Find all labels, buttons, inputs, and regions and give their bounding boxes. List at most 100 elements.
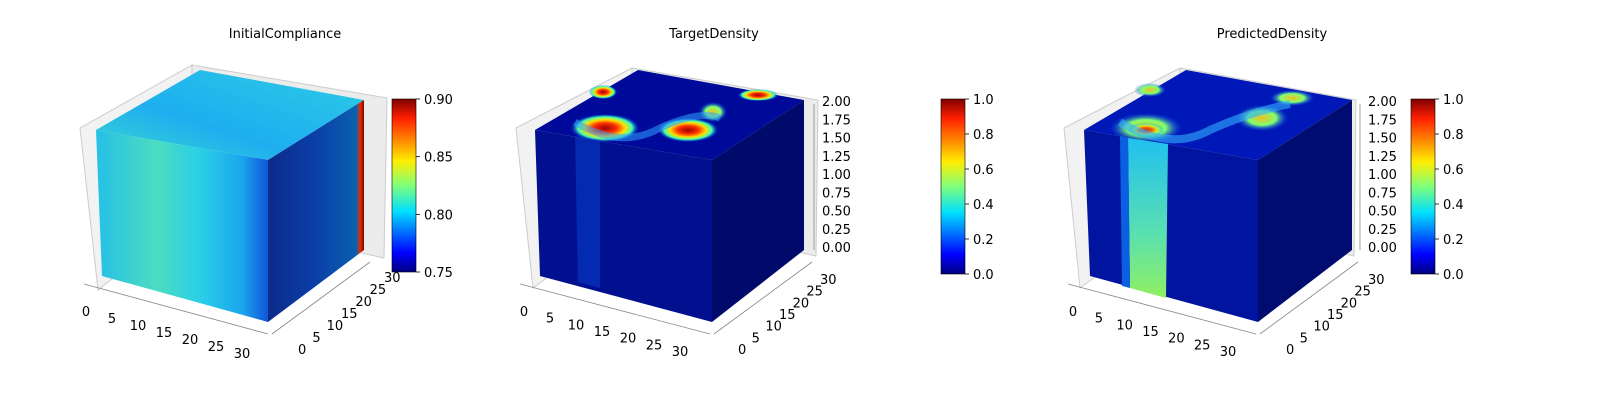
tick-label: 0.25: [822, 223, 851, 238]
colorbar-tick-label: 0.90: [424, 93, 453, 108]
tick-label: 30: [672, 345, 689, 360]
tick-label: 10: [1313, 320, 1330, 335]
cube-side-face: [268, 100, 364, 322]
tick-label: 25: [646, 338, 663, 353]
tick-label: 0: [82, 305, 90, 320]
tick-label: 5: [312, 331, 320, 346]
density-ring: [1117, 100, 1291, 144]
tick-label: 20: [793, 296, 810, 311]
panel-predicted-density: PredictedDensity 0.000.250.500.751.001.2…: [1063, 27, 1464, 360]
tick-label: 20: [1341, 296, 1358, 311]
tick-label: 0: [298, 343, 306, 358]
colorbar: 0.75 0.80 0.85 0.90: [391, 93, 453, 281]
tick-label: 5: [1095, 312, 1103, 327]
tick-label: 1.00: [1368, 168, 1397, 183]
tick-label: 30: [1220, 345, 1237, 360]
x-axis: 0 5 10 15 20 25 30: [1067, 283, 1257, 360]
colorbar-tick-label: 1.0: [973, 93, 994, 108]
y-axis-line: [271, 261, 371, 335]
tick-label: 25: [806, 285, 823, 300]
hotspot: [1134, 83, 1166, 97]
colorbar-tick-label: 0.8: [973, 128, 994, 143]
cube-side-face: [1258, 100, 1352, 322]
tick-label: 10: [327, 319, 344, 334]
z-axis: 0.00 0.25 0.50 0.75 1.00 1.25 1.50 1.75 2.00: [1359, 95, 1397, 256]
colorbar-tick-label: 0.2: [973, 233, 994, 248]
y-axis-line: [713, 261, 813, 335]
tick-label: 10: [1116, 318, 1133, 333]
cube-front-face: [1084, 130, 1258, 322]
colorbar-tick-label: 1.0: [1443, 93, 1464, 108]
tick-label: 10: [765, 320, 782, 335]
colorbar-tick-label: 0.80: [424, 208, 453, 223]
tick-label: 1.50: [822, 132, 851, 147]
tick-label: 30: [384, 271, 401, 286]
tick-label: 0: [738, 343, 746, 358]
colorbar-tick-label: 0.75: [424, 266, 453, 281]
tick-label: 25: [1194, 338, 1211, 353]
cube-side-face: [712, 100, 804, 322]
panel-title: InitialCompliance: [229, 27, 342, 42]
tick-label: 0.50: [822, 205, 851, 220]
tick-label: 10: [568, 318, 585, 333]
tick-label: 2.00: [822, 95, 851, 110]
tick-label: 0.00: [1368, 241, 1397, 256]
tick-label: 15: [779, 308, 796, 323]
y-axis-line: [1259, 261, 1359, 335]
front-column-edge: [1120, 136, 1130, 288]
colorbar-tick-label: 0.6: [973, 163, 994, 178]
colorbar: 0.0 0.2 0.4 0.6 0.8 1.0: [1410, 93, 1464, 283]
tick-label: 0: [1286, 343, 1294, 358]
colorbar-tick-label: 0.85: [424, 151, 453, 166]
tick-label: 5: [546, 312, 554, 327]
tick-label: 30: [1368, 273, 1385, 288]
cube-top-face: [96, 70, 364, 160]
tick-label: 1.75: [822, 113, 851, 128]
front-column: [1128, 138, 1168, 298]
panel-initial-compliance: InitialCompliance 0 5 10 15 20 25 30 051015202…: [79, 27, 453, 362]
tick-label: 1.25: [822, 150, 851, 165]
x-axis-line: [1067, 283, 1257, 335]
hotspot: [589, 85, 617, 99]
colorbar-tick-label: 0.2: [1443, 233, 1464, 248]
colorbar-tick-label: 0.4: [973, 198, 994, 213]
colorbar-bar: [391, 98, 417, 273]
cube-front-face: [96, 130, 268, 322]
tick-label: 20: [1168, 332, 1185, 347]
tick-label: 25: [370, 283, 387, 298]
density-ring: [573, 112, 722, 142]
tick-label: 0.75: [822, 186, 851, 201]
panel-title: TargetDensity: [668, 27, 759, 42]
panel-target-density: TargetDensity 0.000.250.500.751.001.251.…: [515, 27, 994, 360]
tick-label: 0: [1069, 305, 1077, 320]
tick-label: 1.25: [1368, 150, 1397, 165]
tick-label: 25: [1354, 285, 1371, 300]
tick-label: 2.00: [1368, 95, 1397, 110]
tick-label: 1.75: [1368, 113, 1397, 128]
tick-label: 15: [341, 307, 358, 322]
x-axis: 0 5 10 15 20 25 30: [520, 283, 711, 360]
z-axis: 0.00 0.25 0.50 0.75 1.00 1.25 1.50 1.75 2.00: [813, 95, 851, 256]
colorbar-bar: [1410, 98, 1436, 275]
colorbar-tick-label: 0.0: [1443, 268, 1464, 283]
tick-label: 15: [1142, 325, 1159, 340]
tick-label: 5: [752, 331, 760, 346]
tick-label: 0.00: [822, 241, 851, 256]
tick-label: 25: [208, 340, 225, 355]
tick-label: 15: [156, 326, 173, 341]
tick-label: 1.00: [822, 168, 851, 183]
colorbar-tick-label: 0.8: [1443, 128, 1464, 143]
panel-title: PredictedDensity: [1217, 27, 1328, 42]
colorbar-tick-label: 0.4: [1443, 198, 1464, 213]
colorbar-tick-label: 0.0: [973, 268, 994, 283]
tick-label: 30: [234, 347, 251, 362]
tick-label: 5: [108, 312, 116, 327]
tick-label: 0.50: [1368, 205, 1397, 220]
cube-front-face: [535, 130, 712, 322]
tick-label: 0.75: [1368, 186, 1397, 201]
x-axis: 0 5 10 15 20 25 30: [82, 283, 269, 362]
